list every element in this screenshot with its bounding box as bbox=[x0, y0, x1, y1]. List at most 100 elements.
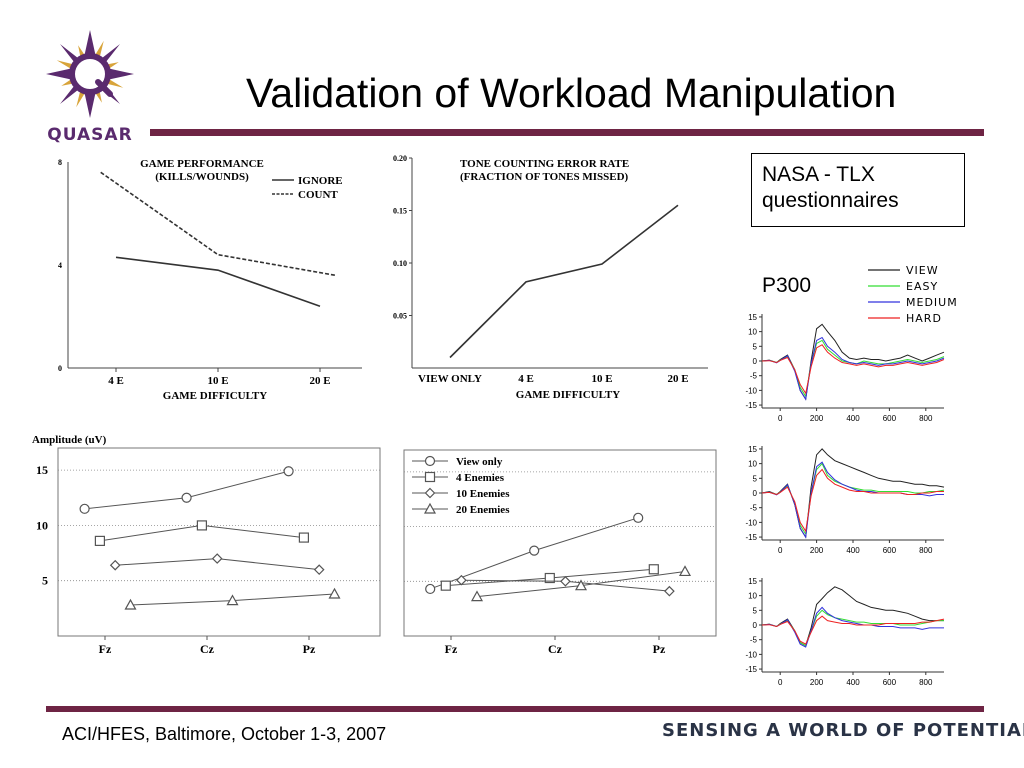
data-point bbox=[94, 535, 106, 546]
erp-line-hard bbox=[761, 344, 945, 395]
x-tick-label: 800 bbox=[919, 678, 933, 687]
data-point bbox=[181, 492, 192, 503]
legend-marker bbox=[424, 455, 436, 467]
x-tick-label: 0 bbox=[778, 414, 783, 423]
y-tick-label: 15 bbox=[748, 577, 757, 586]
quasar-logo: QUASAR bbox=[30, 24, 150, 148]
x-tick-label: 800 bbox=[919, 414, 933, 423]
legend-marker bbox=[424, 487, 436, 499]
erp-line-easy bbox=[761, 462, 945, 536]
x-tick-label: 600 bbox=[883, 414, 897, 423]
y-tick-label: 10 bbox=[748, 328, 757, 337]
data-point bbox=[313, 564, 325, 575]
logo-wordmark: QUASAR bbox=[47, 125, 132, 145]
x-tick-label: 800 bbox=[919, 546, 933, 555]
y-tick-label: 4 bbox=[58, 261, 62, 270]
x-axis-label: GAME DIFFICULTY bbox=[516, 389, 620, 401]
erp-line-hard bbox=[761, 615, 945, 645]
y-tick-label: 15 bbox=[748, 445, 757, 454]
legend-label: IGNORE bbox=[298, 175, 343, 187]
series-view-only bbox=[79, 466, 294, 514]
erp-line-medium bbox=[761, 461, 944, 539]
y-tick-label: 15 bbox=[748, 313, 757, 322]
erp-line-medium bbox=[761, 606, 944, 648]
y-tick-label: 0 bbox=[753, 621, 758, 630]
y-tick-label: 10 bbox=[36, 518, 48, 532]
x-tick-label: 10 E bbox=[591, 373, 612, 385]
plot-frame bbox=[403, 449, 717, 637]
data-point bbox=[574, 579, 588, 591]
game-performance-chart: 0 4 8 4 E 10 E 20 E GAME DIFFICULTY GAME PERFOR… bbox=[58, 158, 362, 402]
data-point bbox=[648, 564, 659, 575]
x-tick-label: 4 E bbox=[518, 373, 534, 385]
x-tick-label: 200 bbox=[810, 414, 824, 423]
x-tick-label: Fz bbox=[99, 642, 112, 656]
data-point bbox=[124, 598, 137, 610]
p300-legend: VIEW EASY MEDIUM HARD bbox=[868, 264, 957, 325]
slide-title: Validation of Workload Manipulation bbox=[246, 70, 897, 116]
data-point bbox=[425, 583, 436, 595]
legend-label: COUNT bbox=[298, 189, 338, 201]
y-tick-label: 0.20 bbox=[393, 154, 407, 163]
chart-title: (FRACTION OF TONES MISSED) bbox=[460, 171, 629, 183]
x-tick-label: 600 bbox=[883, 678, 897, 687]
legend-label: EASY bbox=[906, 280, 938, 293]
tone-error-chart: 0.05 0.10 0.15 0.20 VIEW ONLY 4 E 10 E 20 E GAME… bbox=[393, 154, 708, 401]
x-tick-label: 0 bbox=[778, 678, 783, 687]
y-tick-label: 5 bbox=[753, 342, 758, 351]
p300-panel-2: 15 10 5 0 -5 -10 -15 0 200 400 600 800 bbox=[745, 445, 945, 555]
footer-conference: ACI/HFES, Baltimore, October 1-3, 2007 bbox=[62, 724, 387, 744]
data-point bbox=[298, 532, 309, 543]
series-4-enemies bbox=[440, 564, 659, 591]
x-tick-label: 400 bbox=[846, 678, 860, 687]
data-point bbox=[196, 520, 207, 531]
quasar-star-emblem: QUASAR bbox=[46, 30, 134, 145]
amplitude-chart: 5 10 15 Amplitude (uV) Fz Cz Pz bbox=[32, 434, 381, 656]
y-tick-label: -5 bbox=[750, 372, 758, 381]
erp-line-medium bbox=[761, 336, 945, 401]
p300-label: P300 bbox=[762, 274, 812, 297]
erp-line-view bbox=[761, 586, 944, 647]
legend-label: VIEW bbox=[906, 264, 939, 277]
y-tick-label: -10 bbox=[745, 650, 757, 659]
y-tick-label: 5 bbox=[42, 574, 48, 588]
y-tick-label: 0.05 bbox=[393, 312, 407, 321]
x-tick-label: 400 bbox=[846, 414, 860, 423]
data-point bbox=[328, 587, 341, 599]
x-tick-label: 200 bbox=[810, 546, 824, 555]
x-tick-label: 20 E bbox=[309, 375, 330, 387]
legend-marker bbox=[424, 471, 436, 483]
p300-panel-1: 15 10 5 0 -5 -10 -15 0 200 400 600 800 bbox=[745, 313, 945, 423]
legend-label: HARD bbox=[906, 312, 942, 325]
x-tick-label: 600 bbox=[883, 546, 897, 555]
y-tick-label: -5 bbox=[750, 504, 758, 513]
series-10-enemies bbox=[109, 553, 325, 575]
y-tick-label: -15 bbox=[745, 533, 757, 542]
x-tick-label: Cz bbox=[548, 642, 563, 656]
y-tick-label: -15 bbox=[745, 401, 757, 410]
legend-label: 10 Enemies bbox=[456, 488, 510, 500]
y-tick-label: 10 bbox=[748, 460, 757, 469]
y-tick-label: 5 bbox=[753, 606, 758, 615]
data-point bbox=[678, 565, 692, 577]
y-tick-label: 10 bbox=[748, 592, 757, 601]
data-point bbox=[440, 580, 451, 591]
series-line bbox=[84, 470, 289, 510]
y-tick-label: -15 bbox=[745, 665, 757, 674]
data-point bbox=[456, 574, 467, 586]
x-tick-label: Fz bbox=[445, 642, 458, 656]
data-point bbox=[529, 545, 540, 556]
data-point bbox=[226, 594, 239, 606]
plot-frame bbox=[57, 447, 381, 637]
data-point bbox=[283, 466, 294, 477]
legend-label: 4 Enemies bbox=[456, 472, 505, 484]
x-tick-label: Pz bbox=[653, 642, 666, 656]
y-tick-label: 0.10 bbox=[393, 259, 407, 268]
nasa-tlx-line2: questionnaires bbox=[762, 189, 899, 212]
series-20-enemies bbox=[124, 587, 341, 610]
x-tick-label: 200 bbox=[810, 678, 824, 687]
footer-divider bbox=[46, 706, 984, 712]
x-tick-label: 4 E bbox=[108, 375, 124, 387]
y-tick-label: 0.15 bbox=[393, 207, 407, 216]
chart-title: GAME PERFORMANCE bbox=[140, 158, 264, 170]
